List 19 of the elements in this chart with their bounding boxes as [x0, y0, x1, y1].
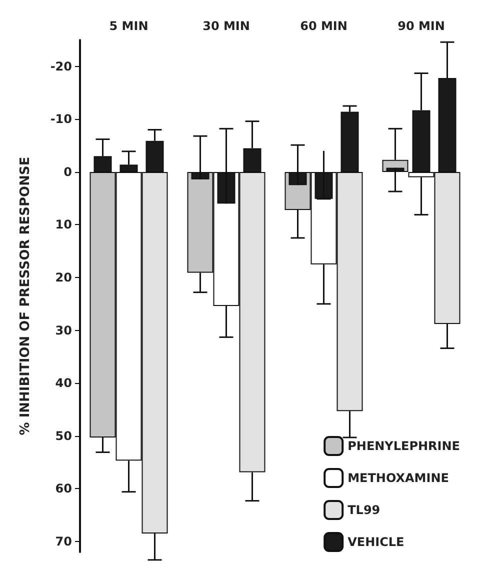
y-tick-label: -20 [50, 59, 72, 74]
y-tick-label: 70 [55, 534, 72, 548]
legend-label: PHENYLEPHRINE [348, 439, 460, 453]
x-tick-label: 30 MIN [202, 19, 250, 33]
y-tick-label: 10 [55, 218, 72, 232]
y-axis-title: % INHIBITION OF PRESSOR RESPONSE [18, 156, 33, 436]
y-tick-label: 60 [55, 482, 72, 496]
y-tick-label: 40 [55, 376, 72, 390]
y-tick-label: 50 [55, 428, 72, 443]
y-tick-label: -10 [50, 112, 72, 126]
x-tick-label: 5 MIN [109, 19, 148, 33]
y-tick-label: 0 [64, 164, 72, 179]
legend-label: TL99 [348, 503, 380, 517]
legend-label: VEHICLE [348, 535, 404, 549]
y-tick-label: 20 [55, 270, 72, 285]
legend-label: METHOXAMINE [348, 471, 449, 485]
x-tick-label: 60 MIN [300, 19, 348, 33]
y-tick-label: 30 [55, 323, 72, 338]
x-tick-label: 90 MIN [398, 19, 445, 33]
